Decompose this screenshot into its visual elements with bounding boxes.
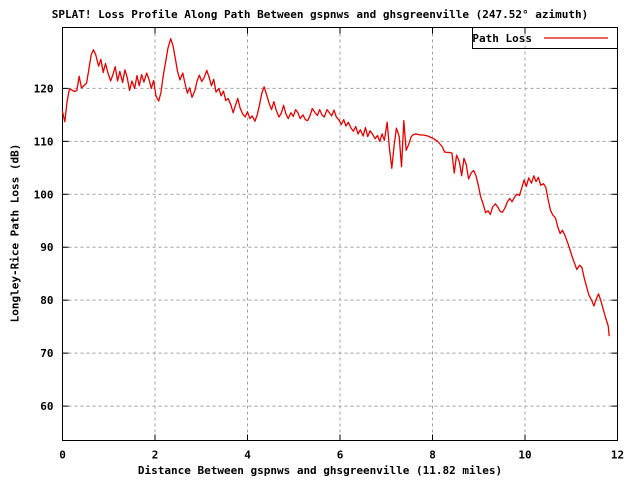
chart-title: SPLAT! Loss Profile Along Path Between g… bbox=[51, 8, 589, 21]
x-tick-label: 6 bbox=[337, 449, 344, 462]
series-line-path-loss bbox=[61, 37, 610, 337]
axis-tick-labels: 60 70 80 90 100 110 120 0 2 4 6 8 10 12 bbox=[34, 82, 625, 461]
x-tick-label: 12 bbox=[611, 449, 624, 462]
y-tick-label: 80 bbox=[40, 294, 53, 307]
x-tick-label: 10 bbox=[518, 449, 531, 462]
x-tick-label: 0 bbox=[59, 449, 66, 462]
y-tick-label: 110 bbox=[34, 135, 54, 148]
y-tick-label: 90 bbox=[40, 241, 53, 254]
x-tick-label: 4 bbox=[244, 449, 251, 462]
plot-frame bbox=[62, 27, 618, 441]
legend-label-path-loss: Path Loss bbox=[472, 32, 532, 45]
y-tick-label: 60 bbox=[40, 400, 53, 413]
gridlines bbox=[62, 27, 618, 441]
y-tick-label: 120 bbox=[34, 82, 54, 95]
x-tick-label: 2 bbox=[152, 449, 159, 462]
data-series-group bbox=[61, 37, 610, 337]
y-tick-label: 70 bbox=[40, 347, 53, 360]
x-axis-label: Distance Between gspnws and ghsgreenvill… bbox=[137, 464, 503, 477]
legend[interactable]: Path Loss bbox=[472, 27, 618, 49]
y-tick-label: 100 bbox=[34, 188, 54, 201]
x-tick-label: 8 bbox=[429, 449, 436, 462]
